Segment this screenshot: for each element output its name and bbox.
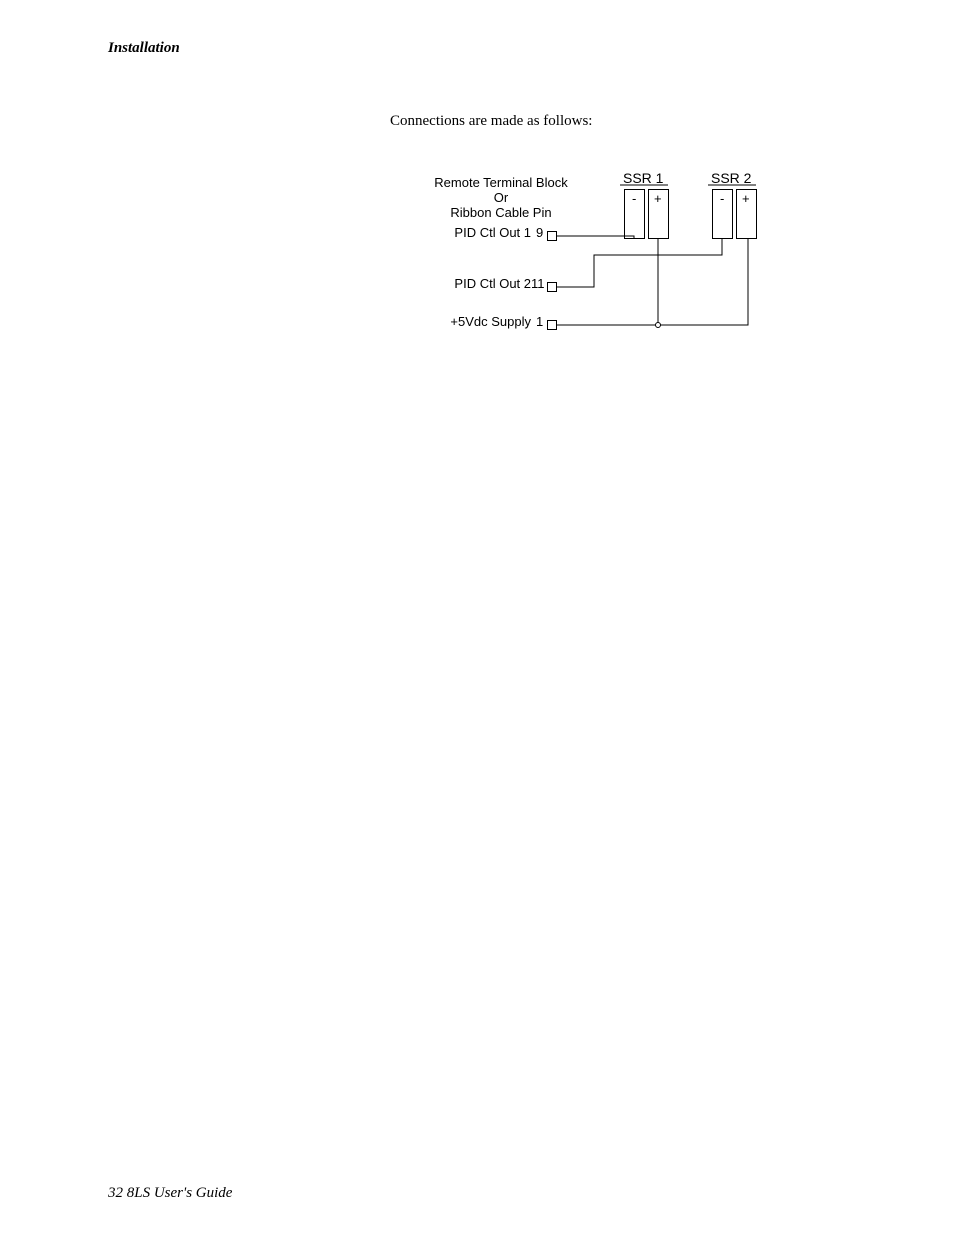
page: Installation Connections are made as fol… [0,0,954,1235]
intro-text: Connections are made as follows: [390,113,592,130]
wire-5v [557,239,748,325]
wire-pid1 [557,236,634,239]
wiring-svg [426,175,786,375]
footer-page-label: 32 8LS User's Guide [108,1185,232,1202]
wiring-diagram: Remote Terminal Block Or Ribbon Cable Pi… [426,175,786,375]
section-header: Installation [108,40,180,57]
wire-pid2 [557,239,722,287]
junction-dot [656,323,661,328]
